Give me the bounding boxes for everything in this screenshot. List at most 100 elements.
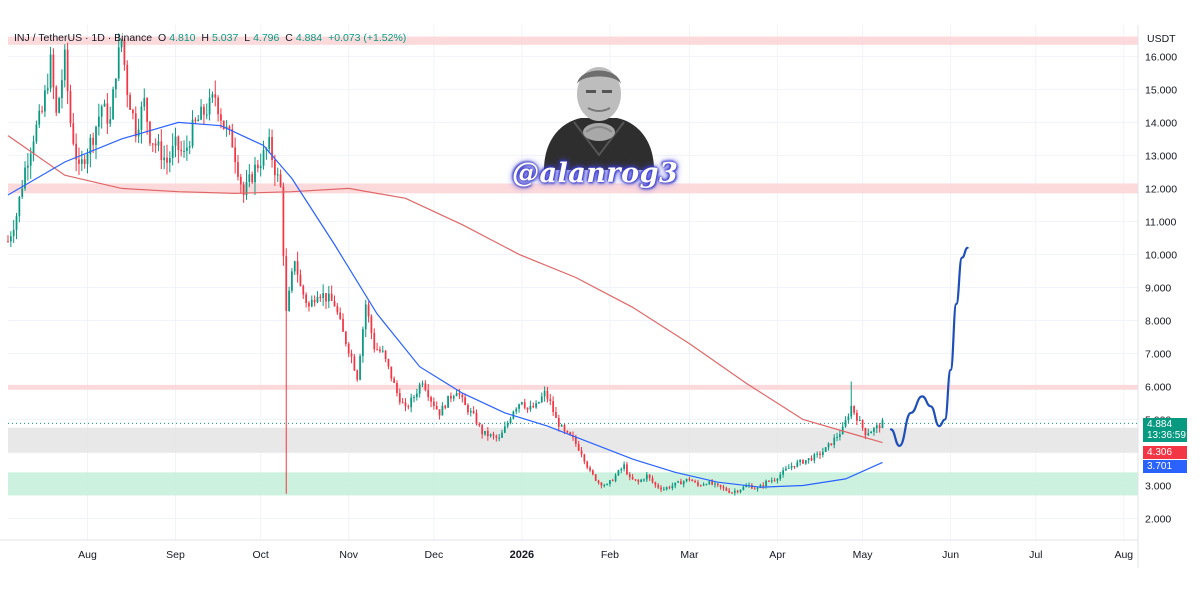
- candle-body: [785, 468, 787, 471]
- x-tick-label: Sep: [166, 549, 185, 561]
- candle-body: [506, 423, 509, 427]
- candle-body: [222, 120, 225, 129]
- candle-body: [529, 405, 532, 410]
- candle-body: [685, 478, 688, 482]
- x-tick-label: Oct: [253, 549, 269, 561]
- candle-body: [384, 350, 387, 360]
- candle-body: [674, 482, 677, 486]
- forecast-line: [889, 246, 969, 448]
- change-value: +0.073 (+1.52%): [328, 32, 407, 44]
- symbol-label[interactable]: INJ / TetherUS · 1D · Binance: [14, 32, 153, 44]
- candle-body: [38, 110, 41, 125]
- candle-body: [256, 164, 259, 169]
- candle-body: [52, 54, 55, 88]
- candle-body: [438, 409, 441, 416]
- candle-body: [714, 483, 716, 485]
- candle-body: [637, 480, 640, 482]
- candle-body: [364, 304, 367, 330]
- candle-body: [779, 474, 782, 479]
- candle-body: [776, 478, 779, 481]
- candle-body: [410, 397, 413, 408]
- high-value: 5.037: [212, 32, 239, 44]
- candle-body: [200, 106, 202, 120]
- x-tick-label: Nov: [339, 549, 358, 561]
- candle-body: [254, 164, 256, 183]
- x-tick-label: Jul: [1029, 549, 1042, 561]
- candle-body: [790, 465, 793, 468]
- candle-body: [768, 480, 770, 482]
- candle-body: [773, 480, 776, 482]
- candle-body: [447, 395, 449, 408]
- candle-body: [628, 474, 631, 478]
- candle-body: [262, 150, 265, 166]
- candle-body: [302, 286, 305, 295]
- candle-body: [878, 425, 881, 429]
- candle-body: [86, 154, 89, 164]
- candle-body: [376, 349, 378, 351]
- candle-body: [821, 451, 824, 455]
- resistance-zone: [8, 384, 1138, 390]
- candle-body: [134, 113, 137, 137]
- close-label: C: [285, 32, 293, 44]
- candle-body: [197, 119, 200, 122]
- candle-body: [339, 312, 342, 319]
- candle-body: [95, 126, 97, 145]
- resistance-zone: [8, 36, 1138, 45]
- candle-body: [129, 94, 131, 110]
- candle-body: [503, 426, 506, 433]
- time-axis-ticks[interactable]: Aug Sep Oct Nov Dec 2026 Feb Mar Apr May Jun Jul Aug: [78, 549, 1133, 561]
- candle-body: [498, 437, 501, 439]
- candle-body: [282, 186, 285, 257]
- candle-body: [183, 150, 185, 152]
- candle-body: [725, 488, 728, 491]
- candle-body: [44, 90, 46, 112]
- candle-body: [574, 437, 577, 444]
- candle-body: [540, 396, 543, 403]
- y-tick-label: 9.000: [1145, 282, 1171, 294]
- candle-body: [694, 481, 696, 483]
- candle-body: [560, 425, 563, 427]
- candle-body: [291, 271, 293, 291]
- candle-body: [804, 460, 807, 464]
- candle-body: [810, 458, 813, 461]
- candle-body: [501, 432, 503, 438]
- candle-body: [63, 49, 66, 81]
- candle-body: [816, 453, 819, 455]
- y-tick-label: 16.000: [1145, 51, 1177, 63]
- candle-body: [75, 143, 78, 160]
- y-tick-label: 2.000: [1145, 514, 1171, 526]
- blue-ma-badge: 3.701: [1143, 460, 1187, 473]
- candle-body: [49, 54, 52, 89]
- candle-body: [41, 110, 43, 112]
- candle-body: [518, 404, 520, 409]
- candle-body: [285, 256, 288, 311]
- candle-body: [126, 64, 129, 95]
- candle-body: [634, 479, 637, 481]
- candle-body: [166, 157, 168, 163]
- candle-body: [154, 143, 157, 146]
- candle-body: [858, 420, 861, 422]
- low-value: 4.796: [253, 32, 280, 44]
- candle-body: [356, 370, 359, 380]
- candle-body: [839, 434, 841, 437]
- candle-body: [430, 397, 432, 402]
- resistance-zone: [8, 183, 1138, 194]
- candle-body: [305, 294, 307, 303]
- y-tick-label: 13.000: [1145, 150, 1177, 162]
- candle-body: [472, 411, 475, 413]
- candle-body: [850, 405, 853, 417]
- candle-body: [441, 405, 444, 416]
- candle-body: [228, 126, 231, 130]
- currency-label[interactable]: USDT: [1147, 33, 1176, 45]
- high-label: H: [201, 32, 210, 44]
- candle-body: [733, 490, 736, 493]
- candle-body: [421, 383, 424, 385]
- x-tick-label: Apr: [769, 549, 786, 561]
- candle-body: [308, 302, 310, 307]
- candle-body: [398, 393, 401, 403]
- candle-body: [146, 98, 149, 122]
- candle-body: [188, 146, 191, 148]
- forecast-curve: [889, 246, 969, 448]
- red-ma-badge: 4.306: [1143, 446, 1187, 459]
